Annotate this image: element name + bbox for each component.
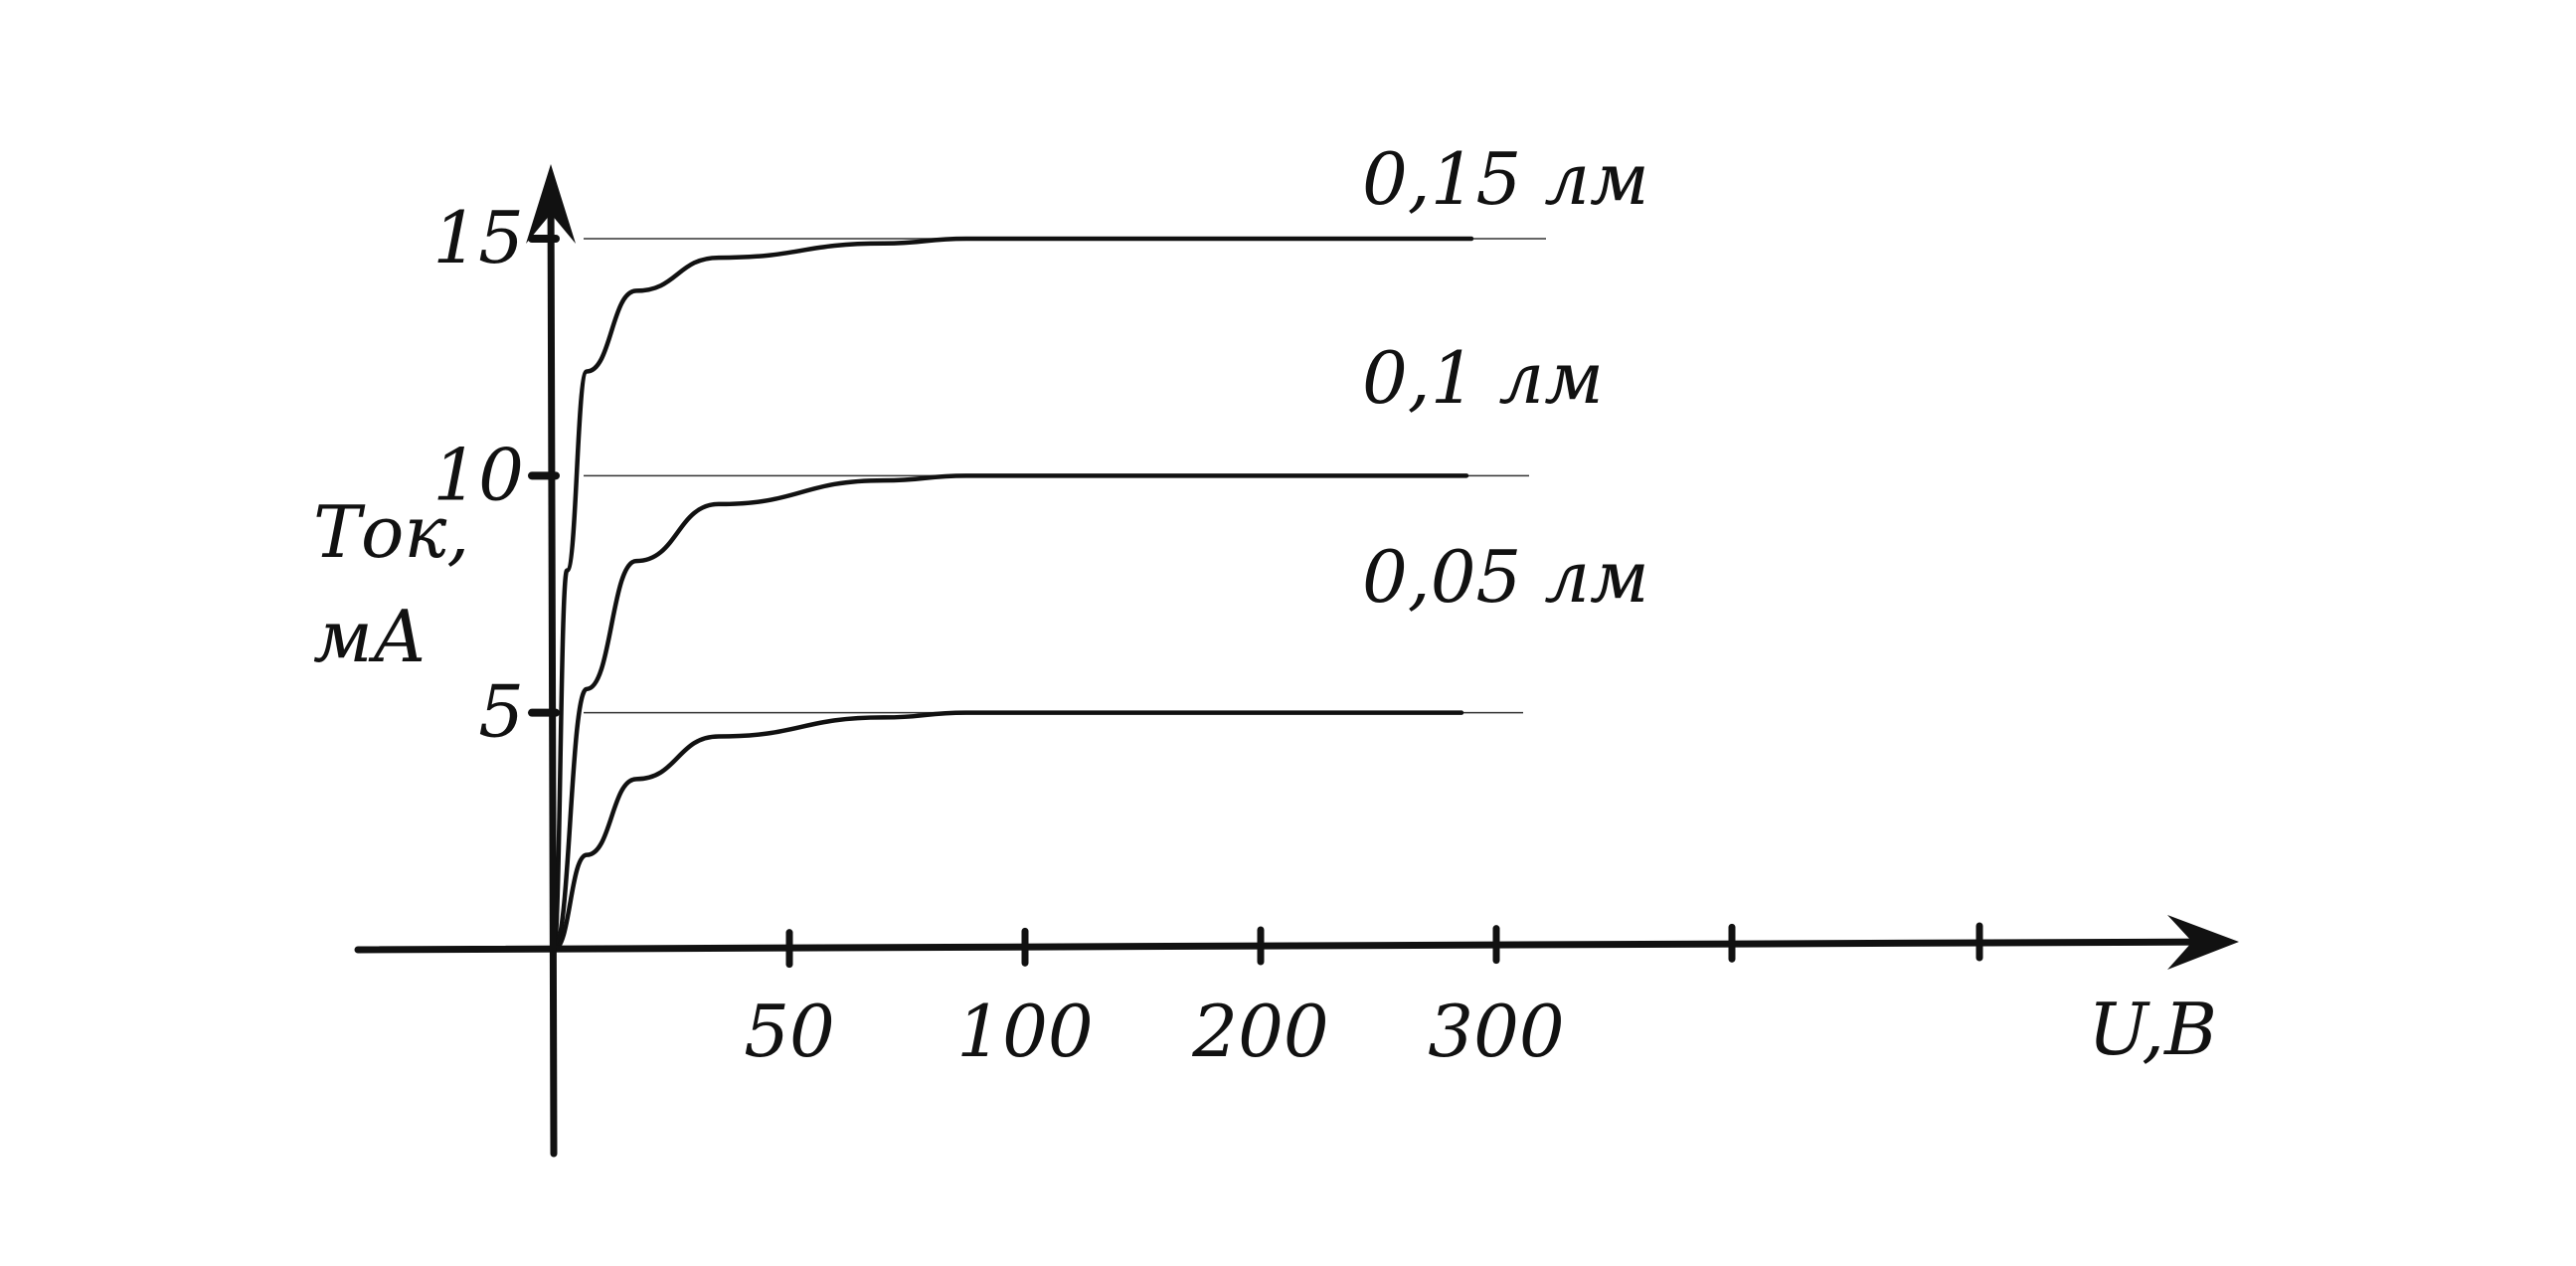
y-tick-label: 15 [432, 196, 524, 279]
labels: 50 100 200 300 5 10 15 0,15 лм 0,1 лм 0,05 лм U,В Т… [313, 137, 2217, 1073]
y-tick-label: 10 [432, 433, 524, 516]
series-label: 0,05 лм [1362, 535, 1649, 619]
series-label: 0,15 лм [1362, 137, 1649, 221]
x-tick-label: 300 [1428, 990, 1564, 1073]
series-line [551, 236, 1474, 953]
y-axis-label: Ток, [313, 490, 469, 574]
series-curves [551, 236, 1474, 953]
series-label: 0,1 лм [1362, 336, 1604, 420]
y-axis-label: мА [313, 595, 427, 678]
axes [354, 164, 2239, 1158]
x-axis-arrow [2167, 915, 2239, 970]
series-line [551, 710, 1464, 953]
x-tick-label: 200 [1191, 990, 1328, 1073]
y-axis-line [547, 185, 558, 1158]
x-axis-line [354, 938, 2231, 954]
y-axis-arrow [526, 164, 576, 244]
x-tick-label: 50 [744, 990, 835, 1073]
y-tick-label: 5 [478, 670, 524, 754]
x-axis-label: U,В [2088, 988, 2217, 1071]
ticks [528, 235, 1983, 969]
x-tick-label: 100 [956, 990, 1093, 1073]
series-line [551, 473, 1469, 953]
